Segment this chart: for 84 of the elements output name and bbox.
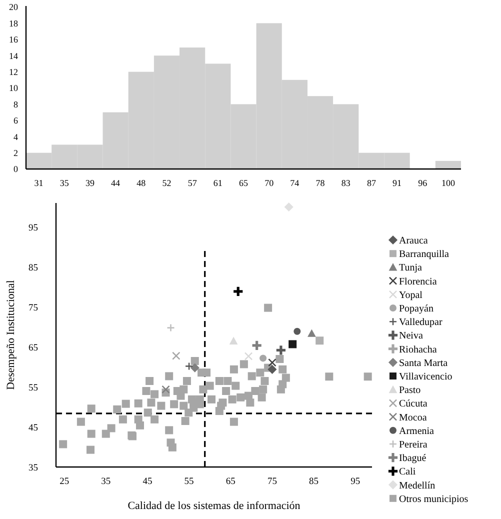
point xyxy=(166,324,175,332)
legend-label: Otros municipios xyxy=(399,494,468,505)
y-tick-label: 18 xyxy=(9,18,18,28)
legend-label: Arauca xyxy=(399,236,428,246)
x-tick-label: 55 xyxy=(184,477,194,487)
y-tick-label: 14 xyxy=(9,50,18,61)
legend-label: Villavicencio xyxy=(399,372,452,382)
legend-label: Cúcuta xyxy=(399,398,428,410)
point xyxy=(250,340,263,352)
x-tick-label: 95 xyxy=(350,477,360,487)
point xyxy=(268,358,276,367)
point xyxy=(184,362,194,370)
x-axis-title: Calidad de los sistemas de información xyxy=(128,500,301,512)
point xyxy=(162,385,170,394)
point xyxy=(294,328,301,335)
point xyxy=(308,329,316,337)
legend-label: Santa Marta xyxy=(399,358,448,369)
x-tick-label: 96 xyxy=(418,178,428,188)
x-tick-label: 35 xyxy=(60,178,70,188)
legend-label: Florencia xyxy=(399,276,438,288)
legend-label: Ibagué xyxy=(399,453,427,464)
y-tick-label: 16 xyxy=(9,34,18,45)
point xyxy=(190,363,200,372)
bar xyxy=(435,160,461,169)
x-tick-label: 44 xyxy=(111,178,121,188)
y-tick-label: 12 xyxy=(9,66,18,77)
legend-label: Neiva xyxy=(399,330,424,342)
y-tick-label: 85 xyxy=(28,263,38,274)
legend-label: Riohacha xyxy=(399,344,438,356)
point xyxy=(284,202,294,212)
legend-label: Mocoa xyxy=(399,412,428,424)
x-tick-label: 57 xyxy=(188,178,198,188)
legend-label: Cali xyxy=(399,466,416,478)
y-tick-label: 6 xyxy=(14,116,18,126)
point xyxy=(275,344,287,356)
legend-label: Barranquilla xyxy=(399,249,450,260)
y-axis-title: Desempeño Institucional xyxy=(5,280,17,390)
legend-label: Valledupar xyxy=(399,317,443,328)
x-tick-label: 39 xyxy=(85,178,95,188)
y-tick-label: 20 xyxy=(9,2,18,12)
legend-label: Medellín xyxy=(399,480,436,492)
x-tick-label: 48 xyxy=(136,178,146,188)
x-tick-label: 85 xyxy=(309,477,319,487)
y-tick-label: 55 xyxy=(28,383,38,394)
point xyxy=(244,352,253,360)
x-tick-label: 70 xyxy=(264,178,274,188)
y-tick-label: 4 xyxy=(14,132,18,142)
legend-label: Tunja xyxy=(399,262,423,274)
y-tick-label: 10 xyxy=(9,83,18,94)
y-tick-label: 0 xyxy=(14,164,18,174)
y-tick-label: 8 xyxy=(14,99,18,110)
x-tick-label: 45 xyxy=(142,477,152,487)
y-tick-label: 35 xyxy=(28,463,38,474)
x-tick-label: 65 xyxy=(226,477,236,487)
x-tick-label: 31 xyxy=(34,178,44,188)
legend-label: Armenia xyxy=(399,426,435,437)
point xyxy=(260,354,267,362)
point xyxy=(229,336,238,344)
x-tick-label: 52 xyxy=(162,178,172,188)
x-tick-label: 61 xyxy=(213,178,222,188)
y-tick-label: 45 xyxy=(28,423,38,434)
y-tick-label: 2 xyxy=(14,148,18,158)
x-tick-label: 87 xyxy=(366,178,376,188)
point xyxy=(172,352,180,360)
legend-label: Pasto xyxy=(399,385,421,396)
x-tick-label: 83 xyxy=(341,178,351,188)
x-tick-label: 74 xyxy=(290,178,300,188)
y-tick-label: 65 xyxy=(28,343,38,354)
x-tick-label: 100 xyxy=(441,178,456,188)
x-tick-label: 25 xyxy=(60,477,70,487)
x-tick-label: 75 xyxy=(267,477,278,487)
x-tick-label: 78 xyxy=(316,178,326,188)
point xyxy=(232,286,244,298)
x-tick-label: 91 xyxy=(392,178,402,188)
point xyxy=(288,340,297,348)
point xyxy=(316,336,324,345)
point xyxy=(268,364,277,374)
legend-label: Yopal xyxy=(399,290,423,301)
y-tick-label: 95 xyxy=(28,223,38,234)
x-tick-label: 35 xyxy=(101,477,111,487)
x-tick-label: 65 xyxy=(239,178,248,188)
y-tick-label: 75 xyxy=(28,303,38,314)
legend-label: Pereira xyxy=(399,440,428,450)
legend-label: Popayán xyxy=(399,304,434,314)
